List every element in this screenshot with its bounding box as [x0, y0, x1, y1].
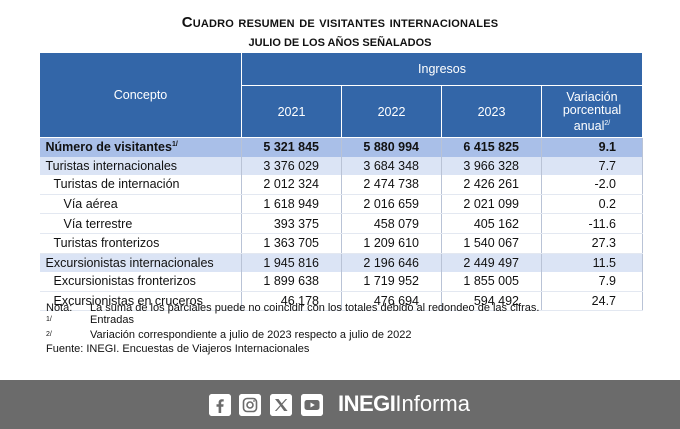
note-2-text: Variación correspondiente a julio de 202… — [90, 328, 412, 341]
youtube-icon[interactable] — [301, 394, 323, 416]
note-text: La suma de los parciales puede no coinci… — [90, 302, 540, 314]
footer-bar: INEGIInforma — [0, 380, 680, 429]
table-row: Excursionistas en cruceros 46 178 476 69… — [39, 291, 644, 312]
instagram-icon[interactable] — [239, 394, 261, 416]
table-row: Vía aérea 1 618 949 2 016 659 2 021 099 … — [39, 194, 644, 215]
row-label: Vía aérea — [39, 194, 242, 215]
table-notes: Nota: La suma de los parciales puede no … — [46, 302, 539, 355]
inegi-informa-logo: INEGIInforma — [338, 391, 470, 416]
note-1-key: 1/ — [46, 316, 52, 323]
table-row: Turistas fronterizos 1 363 705 1 209 610… — [39, 233, 644, 254]
row-ref: 1/ — [171, 141, 178, 149]
note-key: Nota: — [46, 302, 73, 314]
row-label: Turistas fronterizos — [39, 233, 242, 254]
year-header-2021: 2021 — [241, 85, 342, 138]
note-2-key: 2/ — [46, 330, 52, 338]
row-label: Vía terrestre — [39, 213, 242, 234]
facebook-icon[interactable] — [209, 394, 231, 416]
row-label: Número de visitantes — [45, 140, 172, 155]
source-text: Fuente: INEGI. Encuestas de Viajeros Int… — [46, 343, 310, 356]
page-title: Cuadro resumen de visitantes internacion… — [181, 14, 499, 31]
table-row: Turistas de internación 2 012 324 2 474 … — [39, 175, 644, 195]
row-label: Turistas internacionales — [39, 156, 242, 176]
row-label: Turistas de internación — [39, 175, 242, 195]
row-label: Excursionistas internacionales — [39, 253, 242, 273]
table-row: Número de visitantes1/ 5 321 845 5 880 9… — [39, 137, 644, 157]
visitors-table: Concepto Ingresos 2021 2022 2023 Variaci… — [39, 52, 644, 312]
table-row: Turistas internacionales 3 376 029 3 684… — [39, 156, 644, 176]
variation-header: Variación porcentual anual2/ — [540, 85, 644, 138]
note-1-text: Entradas — [90, 314, 135, 326]
row-label: Excursionistas fronterizos — [39, 272, 242, 292]
year-header-2023: 2023 — [441, 85, 542, 138]
ingresos-header: Ingresos — [240, 52, 644, 86]
page-subtitle: JULIO DE LOS AÑOS SEÑALADOS — [248, 37, 432, 49]
concept-header: Concepto — [39, 52, 242, 138]
x-icon[interactable] — [270, 394, 292, 416]
year-header-2022: 2022 — [341, 85, 442, 138]
table-row: Vía terrestre 393 375 458 079 405 162 -1… — [39, 213, 644, 234]
row-label: Excursionistas en cruceros — [39, 291, 242, 312]
table-row: Excursionistas fronterizos 1 899 638 1 7… — [39, 272, 644, 292]
table-row: Excursionistas internacionales 1 945 816… — [39, 253, 644, 273]
